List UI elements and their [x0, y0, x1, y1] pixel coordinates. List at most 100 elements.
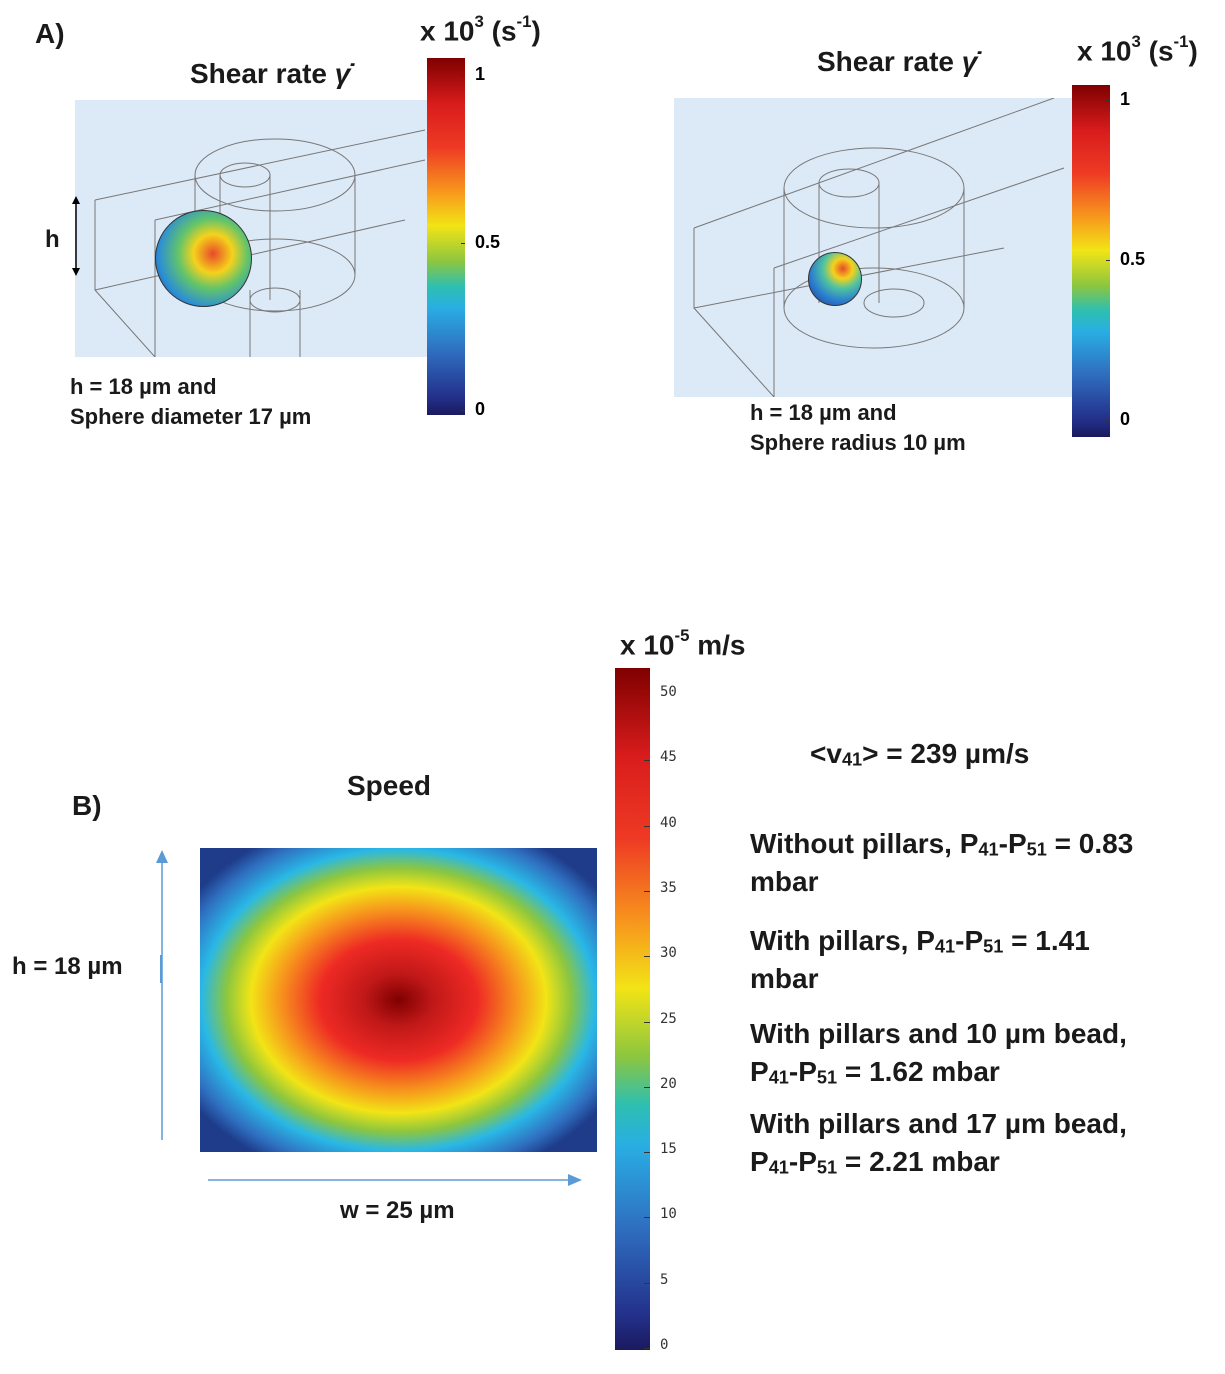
tick-mark	[644, 890, 650, 892]
subscript: 41	[934, 936, 956, 957]
tick-mark	[461, 242, 465, 244]
note-text: -P	[788, 1056, 817, 1087]
note-text: -P	[955, 925, 984, 956]
caption-line: Sphere diameter 17 µm	[70, 404, 312, 429]
cb-base: x 10	[420, 15, 475, 47]
symbol: γ̇	[334, 58, 351, 89]
tick-label: 25	[660, 1010, 677, 1027]
caption: h = 18 µm and Sphere diameter 17 µm	[70, 372, 311, 432]
colorbar	[1072, 85, 1110, 437]
tick-mark	[644, 956, 650, 958]
title-text: Shear rate	[817, 46, 954, 77]
note-text: = 1.41	[1003, 925, 1090, 956]
colorbar	[615, 668, 650, 1350]
cb-exp: 3	[1131, 32, 1141, 51]
colorbar-title: x 10-5 m/s	[620, 626, 745, 661]
tick-mark	[644, 1217, 650, 1219]
dimension-arrows	[156, 850, 582, 1186]
cb-exp: -5	[674, 626, 690, 645]
tick-mark	[644, 1348, 650, 1349]
panel-label: B)	[72, 790, 102, 821]
note-text: P	[750, 1056, 769, 1087]
plot-title: Shear rate γ̇	[190, 58, 350, 90]
tick-mark	[644, 1021, 650, 1023]
tick-mark	[1106, 260, 1110, 261]
note-line: P41-P51 = 1.62 mbar	[750, 1056, 1000, 1089]
note-line: With pillars and 10 µm bead,	[750, 1018, 1127, 1050]
tick-label: 1	[475, 64, 486, 84]
note-line: mbar	[750, 963, 818, 995]
plot-title: Speed	[347, 770, 432, 801]
tick-label: 5	[660, 1271, 669, 1288]
note-text: -P	[788, 1146, 817, 1177]
tick-mark	[461, 410, 465, 411]
h-label: h = 18 µm	[12, 953, 123, 980]
tick-mark	[644, 1282, 650, 1284]
tick-label: 15	[660, 1141, 677, 1158]
cb-base: x 10	[1077, 35, 1132, 67]
note-line: Without pillars, P41-P51 = 0.83	[750, 828, 1133, 861]
tick-mark	[644, 695, 650, 696]
colorbar-title: x 103 (s-1)	[1077, 32, 1198, 67]
note-line: With pillars and 17 µm bead,	[750, 1108, 1127, 1140]
note-line: With pillars, P41-P51 = 1.41	[750, 925, 1090, 958]
tick-mark	[644, 825, 650, 827]
sphere	[808, 252, 862, 306]
note-text: mbar	[750, 866, 819, 897]
tick-mark	[644, 1152, 650, 1154]
note-text: With pillars and 17 µm bead,	[750, 1108, 1127, 1139]
tick-label: 40	[660, 814, 677, 831]
subscript: 41	[978, 839, 999, 860]
marker	[160, 955, 162, 983]
note-text: P	[750, 1146, 769, 1177]
note-line: mbar	[750, 866, 818, 898]
symbol: γ̇	[961, 46, 978, 77]
subscript: 41	[841, 749, 863, 770]
note-text: mbar	[750, 963, 819, 994]
w-label: w = 25 µm	[340, 1197, 455, 1224]
note-text: = 0.83	[1046, 828, 1134, 859]
wireframe	[94, 129, 426, 357]
tick-label: 45	[660, 749, 677, 766]
plot-title: Shear rate γ̇	[817, 46, 977, 78]
tick-label: 30	[660, 945, 677, 962]
note-text: Without pillars, P	[750, 828, 979, 859]
note-text: = 1.62 mbar	[837, 1056, 1000, 1087]
tick-label: 10	[660, 1206, 677, 1223]
subscript: 41	[768, 1067, 789, 1088]
note-text: <v	[810, 738, 842, 769]
wireframe	[693, 98, 1065, 397]
subscript: 51	[816, 1157, 838, 1178]
note-line: P41-P51 = 2.21 mbar	[750, 1146, 1000, 1179]
cb-unit-close: )	[531, 15, 541, 47]
tick-label: 0	[660, 1337, 669, 1353]
subscript: 51	[816, 1067, 838, 1088]
tick-mark	[644, 1086, 650, 1088]
cb-unit: (s	[491, 15, 517, 47]
note-text: -P	[998, 828, 1027, 859]
tick-mark	[1106, 100, 1110, 101]
sphere	[155, 210, 252, 307]
caption-line: h = 18 µm and	[750, 400, 897, 425]
tick-label: 0.5	[475, 231, 501, 252]
tick-mark	[1106, 420, 1110, 421]
subscript: 51	[983, 936, 1004, 957]
cb-unit-exp: -1	[516, 12, 532, 31]
cb-exp: 3	[474, 12, 484, 31]
note-text: With pillars, P	[750, 925, 935, 956]
subscript: 51	[1026, 839, 1047, 860]
speed-map	[200, 848, 597, 1152]
cb-unit: (s	[1148, 35, 1174, 67]
colorbar	[427, 58, 465, 415]
tick-label: 20	[660, 1075, 677, 1092]
cb-unit: m/s	[697, 629, 746, 661]
caption-line: Sphere radius 10 µm	[750, 430, 966, 455]
tick-label: 50	[660, 684, 677, 700]
cb-unit-exp: -1	[1173, 32, 1189, 51]
title-text: Shear rate	[190, 58, 327, 89]
note-line: <v41> = 239 µm/s	[810, 738, 1029, 771]
cb-unit-close: )	[1188, 35, 1198, 67]
caption: h = 18 µm and Sphere radius 10 µm	[750, 398, 966, 458]
subscript: 41	[768, 1157, 789, 1178]
